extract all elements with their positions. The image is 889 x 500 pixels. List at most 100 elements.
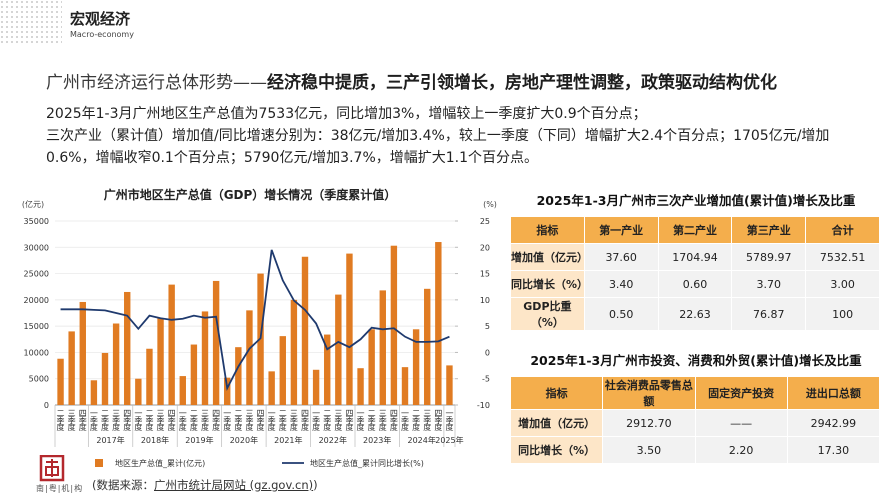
y-tick-label: 25000: [24, 270, 49, 279]
logo-text: 南|粤|机|构: [36, 484, 84, 493]
x-group-label: 2023年: [363, 435, 391, 445]
x-group-label: 2021年: [274, 435, 302, 445]
y2-tick-label: 25: [480, 217, 490, 226]
cell: 0.50: [583, 297, 659, 331]
x-tick-label: 三季度: [67, 409, 76, 432]
bar: [212, 280, 220, 405]
bar: [346, 253, 353, 405]
cell: 1704.94: [657, 243, 733, 271]
bar: [312, 369, 320, 405]
cell: ——: [694, 409, 788, 437]
cell: 37.60: [583, 243, 659, 271]
x-tick-label: 四季度: [78, 409, 87, 432]
x-tick-label: 三季度: [378, 409, 387, 432]
bar: [290, 299, 298, 405]
cell: 22.63: [657, 297, 733, 331]
x-tick-label: 二季度: [101, 409, 110, 432]
cell: 同比增长（%）: [509, 436, 604, 464]
x-tick-label: 四季度: [212, 409, 221, 432]
x-tick-label: 三季度: [201, 409, 210, 432]
header-cell: 进出口总额: [786, 376, 881, 410]
x-tick-label: 三季度: [112, 409, 121, 432]
bar: [446, 365, 453, 405]
bar: [168, 284, 175, 405]
x-tick-label: 二季度: [145, 409, 154, 432]
bar: [301, 256, 309, 405]
x-group-label: 2019年: [185, 435, 213, 445]
x-tick-label: 四季度: [389, 409, 398, 432]
x-group-label: 2025年: [435, 435, 463, 445]
x-tick-label: 四季度: [345, 409, 354, 432]
chart: 广州市地区生产总值（GDP）增长情况（季度累计值） (亿元) (%) 0 5000…: [22, 187, 497, 468]
y2-tick-label: -5: [482, 375, 490, 384]
x-tick-label: 二季度: [412, 409, 421, 432]
table-title: 2025年1-3月广州市投资、消费和外贸(累计值)增长及比重: [530, 353, 862, 368]
section-title: 宏观经济: [70, 10, 131, 28]
bar: [190, 344, 198, 405]
row: 同比增长（%） 3.40 0.60 3.70 3.00: [510, 270, 880, 298]
header-cell: 第二产业: [657, 216, 733, 244]
table-block: 2025年1-3月广州市投资、消费和外贸(累计值)增长及比重 指标 社会消费品零售总…: [509, 350, 882, 464]
bar: [112, 323, 120, 405]
legend-label: 地区生产总值_累计(亿元): [115, 458, 205, 468]
table: 指标 社会消费品零售总额 固定资产投资 进出口总额 增加值（亿元） 2912.70 —— 29…: [509, 376, 881, 464]
bar: [279, 336, 286, 405]
cell: 3.70: [731, 270, 807, 298]
y2-tick-label: 20: [480, 243, 490, 252]
y-tick-label: 35000: [24, 217, 49, 226]
cell: GDP比重（%）: [510, 297, 585, 331]
cell: 2.20: [694, 436, 788, 464]
bar: [324, 334, 331, 405]
x-tick-label: 二季度: [56, 409, 65, 432]
bar: [68, 331, 75, 405]
header-row: 指标 第一产业 第二产业 第三产业 合计: [510, 216, 880, 244]
x-tick-label: 一季度: [445, 409, 454, 432]
y2-tick-label: 10: [480, 296, 490, 305]
bar: [90, 380, 98, 405]
x-group-label: 2022年: [319, 435, 347, 445]
headline-prefix: 广州市经济运行总体形势——: [46, 73, 267, 93]
x-tick-label: 一季度: [134, 409, 143, 432]
table-block: 2025年1-3月广州市三次产业增加值(累计值)增长及比重 指标 第一产业 第二产业第…: [510, 190, 882, 331]
source-link[interactable]: 广州市统计局网站 (gz.gov.cn): [154, 478, 314, 492]
table: 指标 第一产业 第二产业 第三产业 合计 增加值（亿元） 37.60 1704.94 5789.…: [510, 216, 880, 331]
paragraph: 2025年1-3月广州地区生产总值为7533亿元，同比增加3%，增幅较上一季度扩…: [46, 106, 647, 122]
header-cell: 指标: [509, 376, 604, 410]
bar: [235, 347, 242, 405]
y2-tick-label: 5: [485, 322, 490, 331]
y-tick-label: 30000: [24, 243, 49, 252]
bar: [157, 318, 164, 405]
cell: 3.00: [805, 270, 880, 298]
y2-unit: (%): [483, 200, 497, 209]
header-cell: 指标: [510, 216, 585, 244]
x-tick-label: 二季度: [189, 409, 198, 432]
bar: [357, 368, 364, 405]
x-tick-label: 四季度: [167, 409, 176, 432]
dot-pattern: [0, 0, 62, 44]
header-cell: 第三产业: [731, 216, 807, 244]
x-tick-label: 四季度: [256, 409, 265, 432]
x-tick-label: 四季度: [301, 409, 310, 432]
bar: [224, 377, 231, 405]
y-tick-label: 5000: [29, 375, 49, 384]
x-tick-label: 三季度: [334, 409, 343, 432]
y-tick-label: 10000: [24, 348, 49, 357]
bar: [435, 242, 442, 405]
headline-emphasis: 经济稳中提质，三产引领增长，房地产理性调整，政策驱动结构优化: [267, 73, 777, 93]
dots: [0, 0, 62, 44]
cell: 3.50: [602, 436, 696, 464]
x-tick-label: 一季度: [267, 409, 276, 432]
x-tick-label: 二季度: [323, 409, 332, 432]
legend-label: 地区生产总值_累计同比增长(%): [310, 458, 424, 468]
logo-frame: [39, 455, 65, 482]
x-group-label: 2024年: [407, 435, 435, 445]
chart-title: 广州市地区生产总值（GDP）增长情况（季度累计值）: [104, 187, 397, 202]
x-tick-label: 四季度: [434, 409, 443, 432]
cell: 同比增长（%）: [510, 270, 588, 298]
cell: 增加值（亿元）: [509, 409, 604, 437]
cell: 5789.97: [731, 243, 807, 271]
summary: 2025年1-3月广州地区生产总值为7533亿元，同比增加3%，增幅较上一季度扩…: [46, 103, 861, 169]
x-tick-label: 二季度: [234, 409, 243, 432]
y2-tick-label: 0: [485, 348, 490, 357]
headline: 广州市经济运行总体形势——经济稳中提质，三产引领增长，房地产理性调整，政策驱动结…: [46, 68, 777, 93]
